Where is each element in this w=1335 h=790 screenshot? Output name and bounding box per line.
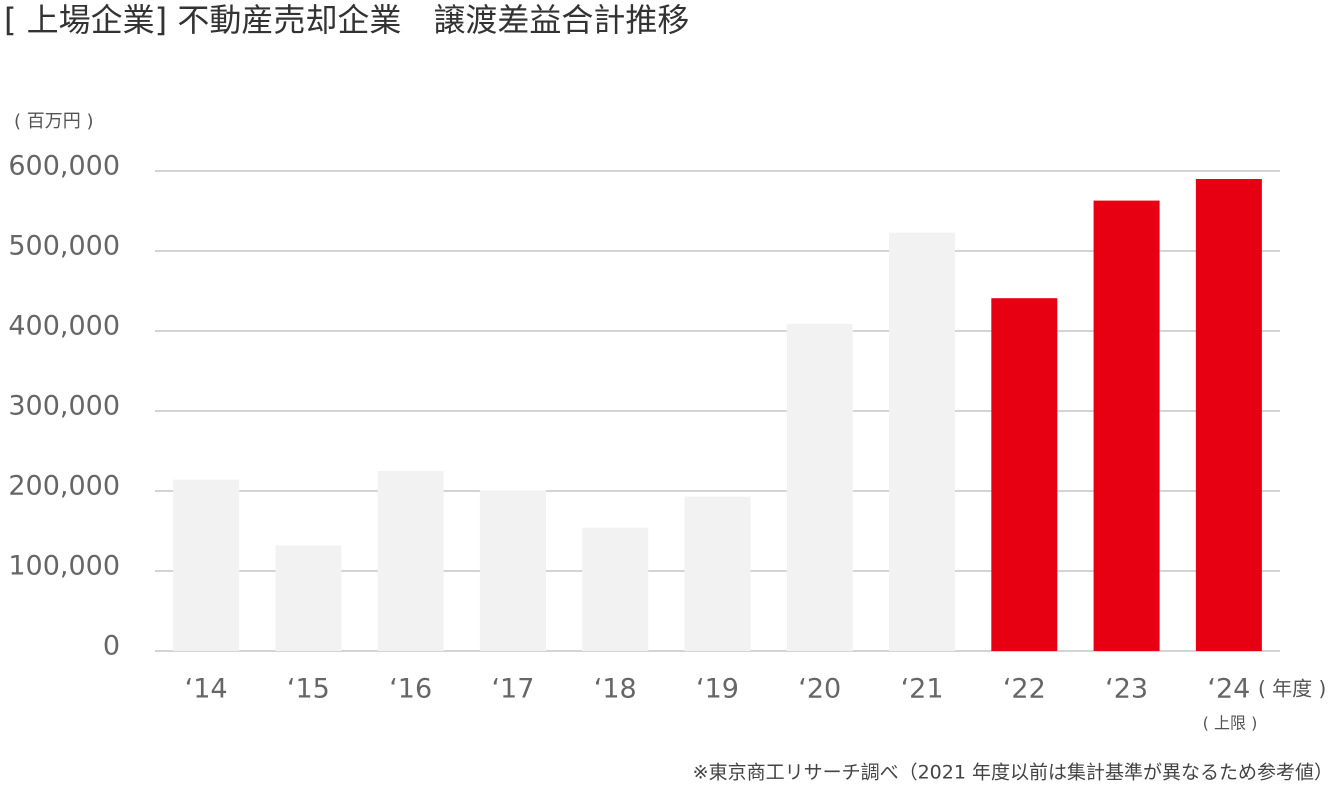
x-tick-label: ‘19: [696, 674, 739, 705]
bar: [786, 323, 853, 651]
x-tick-label: ‘24: [1207, 674, 1250, 705]
y-tick-label: 0: [103, 631, 120, 662]
y-axis-label: ( 百万円 ): [14, 111, 94, 132]
bar: [479, 490, 546, 651]
bar: [275, 545, 342, 651]
y-tick-label: 400,000: [8, 311, 120, 342]
x-tick-label: ‘21: [901, 674, 944, 705]
x-tick-label: ‘15: [287, 674, 330, 705]
y-tick-label: 100,000: [8, 551, 120, 582]
annotation: ( 上限 ): [1203, 714, 1258, 733]
bar: [582, 527, 649, 651]
y-tick-label: 500,000: [8, 231, 120, 262]
x-tick-label: ‘17: [491, 674, 534, 705]
x-tick-label: ‘23: [1105, 674, 1148, 705]
bar: [991, 298, 1058, 651]
y-tick-label: 600,000: [8, 151, 120, 182]
x-tick-label: ‘18: [594, 674, 637, 705]
footnote: ※東京商工リサーチ調べ（2021 年度以前は集計基準が異なるため参考値）: [693, 762, 1333, 784]
y-tick-label: 200,000: [8, 471, 120, 502]
bar: [684, 496, 751, 651]
x-axis-label: ( 年度 ): [1258, 677, 1326, 701]
bar: [889, 232, 956, 651]
y-tick-label: 300,000: [8, 391, 120, 422]
bar: [377, 471, 444, 651]
bar: [1093, 200, 1160, 651]
x-tick-label: ‘20: [798, 674, 841, 705]
chart-title: [ 上場企業] 不動産売却企業 譲渡差益合計推移: [4, 1, 689, 39]
x-tick-label: ‘22: [1003, 674, 1046, 705]
x-tick-label: ‘16: [389, 674, 432, 705]
bar: [1195, 179, 1262, 651]
bar: [173, 479, 240, 651]
x-tick-label: ‘14: [185, 674, 228, 705]
